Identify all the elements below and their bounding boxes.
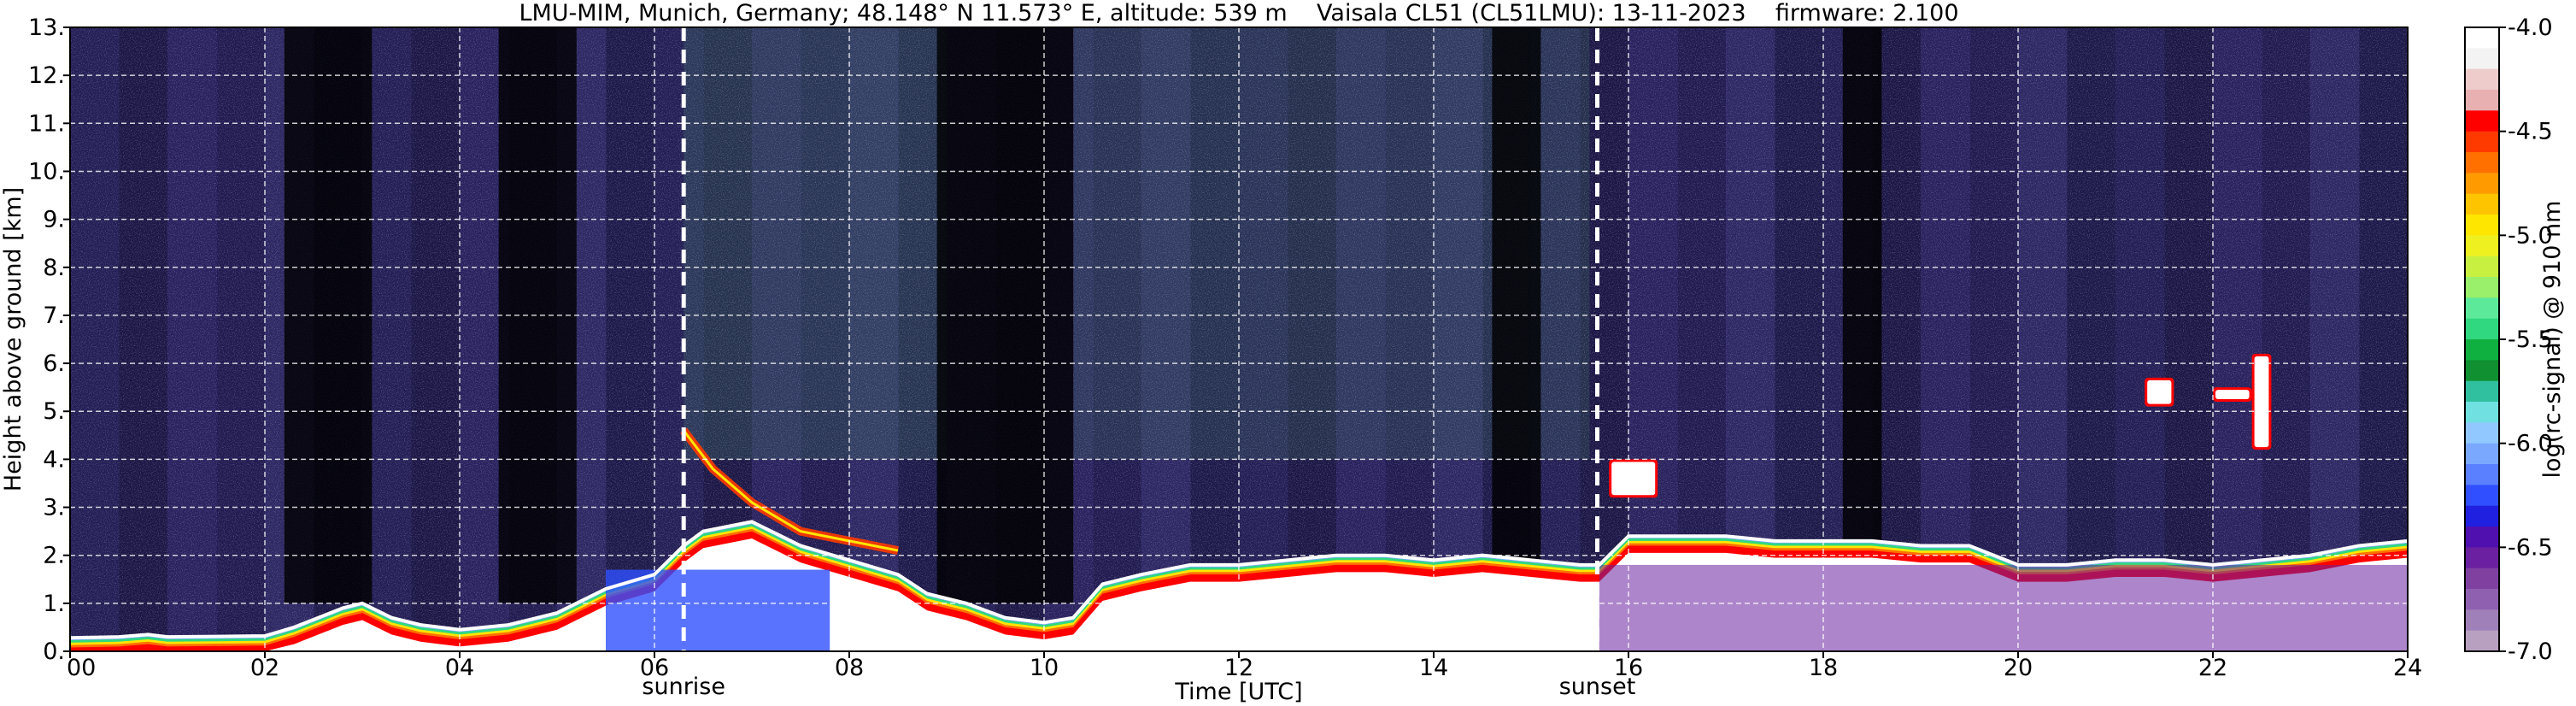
colorbar-swatch (2465, 68, 2499, 91)
elevated-cloud-core (2254, 356, 2269, 448)
elevated-cloud-core (2147, 379, 2172, 404)
colorbar-tick-label: -6.5 (2508, 534, 2553, 561)
sun-marker-labels: sunrise sunset (642, 674, 1635, 700)
x-tick-label: 22 (2198, 655, 2227, 681)
colorbar-tick-label: -5.0 (2508, 222, 2553, 249)
sunrise-label: sunrise (642, 674, 725, 700)
elevated-cloud-core (2215, 390, 2250, 399)
colorbar-swatch (2465, 193, 2499, 215)
colorbar-swatch (2465, 90, 2499, 111)
colorbar-swatch (2465, 360, 2499, 382)
y-tick-label: 3. (43, 495, 65, 521)
colorbar-swatch (2465, 27, 2499, 49)
y-tick-label: 13. (28, 15, 65, 41)
x-axis-label: Time [UTC] (1174, 679, 1302, 705)
y-axis-ticks: 0. 1. 2. 3. 4. 5. 6. 7. 8. 9. 10. 11. 12. 13. (28, 15, 70, 665)
y-tick-label: 8. (43, 255, 65, 281)
y-tick-label: 6. (43, 350, 65, 377)
colorbar-swatch (2465, 527, 2499, 548)
colorbar-swatch (2465, 339, 2499, 361)
colorbar-swatch (2465, 630, 2499, 652)
x-tick-label: 24 (2393, 655, 2422, 681)
grid-lines (70, 27, 2408, 651)
sun-markers (681, 27, 1600, 651)
boundary-layer-band (606, 569, 830, 651)
x-axis-ticks: 00 02 04 06 08 10 12 14 16 18 20 22 24 (67, 651, 2422, 681)
colorbar-swatch (2465, 443, 2499, 465)
y-tick-label: 9. (43, 207, 65, 233)
colorbar-swatch (2465, 277, 2499, 298)
y-tick-label: 11. (28, 110, 65, 137)
colorbar-swatch (2465, 485, 2499, 507)
x-tick-label: 20 (2004, 655, 2033, 681)
colorbar-tick-label: -6.0 (2508, 431, 2553, 457)
colorbar-swatch (2465, 48, 2499, 70)
colorbar-swatch (2465, 110, 2499, 132)
colorbar-tick-label: -4.5 (2508, 119, 2553, 145)
colorbar-swatch (2465, 173, 2499, 195)
x-tick-label: 10 (1030, 655, 1059, 681)
residual-layer-line (683, 429, 899, 552)
colorbar-swatch (2465, 318, 2499, 340)
x-tick-label: 08 (835, 655, 864, 681)
colorbar-swatch (2465, 256, 2499, 278)
plot-area (70, 27, 2408, 651)
colorbar-swatch (2465, 131, 2499, 153)
chart-title: LMU-MIM, Munich, Germany; 48.148° N 11.5… (519, 0, 1958, 26)
y-tick-label: 10. (28, 158, 65, 185)
colorbar-swatch (2465, 402, 2499, 423)
x-tick-label: 04 (445, 655, 474, 681)
colorbar-swatch (2465, 235, 2499, 257)
y-tick-label: 7. (43, 303, 65, 329)
colorbar-swatch (2465, 505, 2499, 527)
colorbar-swatch (2465, 464, 2499, 485)
x-tick-label: 12 (1224, 655, 1253, 681)
colorbar-tick-label: -5.5 (2508, 327, 2553, 353)
boundary-layer-top-line (70, 520, 2408, 640)
colorbar-swatch (2465, 422, 2499, 444)
y-tick-label: 4. (43, 446, 65, 473)
colorbar-swatch (2465, 297, 2499, 320)
y-tick-label: 12. (28, 62, 65, 89)
x-tick-label: 14 (1419, 655, 1448, 681)
colorbar-swatch (2465, 589, 2499, 610)
y-tick-label: 2. (43, 543, 65, 569)
colorbar-swatch (2465, 152, 2499, 174)
elevated-cloud-core (1611, 462, 1656, 496)
sunset-label: sunset (1559, 674, 1636, 700)
x-tick-label: 16 (1614, 655, 1643, 681)
x-tick-label: 06 (640, 655, 669, 681)
colorbar-swatch (2465, 215, 2499, 236)
dark-column (498, 27, 577, 603)
x-tick-label: 02 (250, 655, 279, 681)
colorbar-tick-label: -4.0 (2508, 15, 2553, 41)
y-tick-label: 0. (43, 638, 65, 665)
x-tick-label: 18 (1809, 655, 1838, 681)
colorbar: -4.0 -4.5 -5.0 -5.5 -6.0 -6.5 -7.0 (2464, 15, 2553, 665)
colorbar-swatch (2465, 547, 2499, 569)
colorbar-swatch (2465, 609, 2499, 632)
x-tick-label: 00 (67, 655, 96, 681)
elevated-clouds (1609, 353, 2272, 498)
boundary-layer-band (1599, 564, 2408, 651)
y-tick-label: 5. (43, 398, 65, 425)
colorbar-tick-label: -7.0 (2508, 638, 2553, 665)
colorbar-label: log(rc-signal) @ 910 nm (2539, 201, 2566, 479)
colorbar-swatch (2465, 568, 2499, 590)
y-tick-label: 1. (43, 591, 65, 617)
colorbar-swatch (2465, 380, 2499, 403)
y-axis-label: Height above ground [km] (0, 187, 26, 491)
